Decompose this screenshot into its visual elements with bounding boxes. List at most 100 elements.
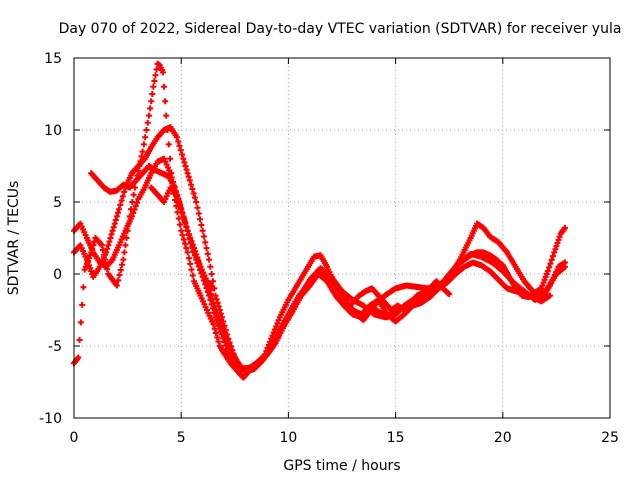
y-tick-label: 15 — [44, 51, 62, 67]
data-point — [76, 336, 83, 343]
x-axis-label: GPS time / hours — [283, 458, 400, 474]
data-point — [218, 331, 225, 338]
data-point — [152, 72, 159, 79]
data-point — [198, 222, 205, 229]
series-track-4 — [71, 155, 553, 373]
y-tick-label: -10 — [39, 411, 62, 427]
data-point — [203, 245, 210, 252]
data-point — [98, 242, 105, 249]
data-point — [75, 354, 82, 361]
data-point — [180, 214, 187, 221]
data-point — [212, 292, 219, 299]
data-point — [190, 190, 197, 197]
data-point — [210, 285, 217, 292]
data-point — [119, 261, 126, 268]
series-track-2 — [71, 124, 568, 373]
data-point — [221, 338, 228, 345]
x-tick-label: 0 — [70, 430, 79, 446]
data-point — [224, 346, 231, 353]
series-track-5 — [148, 184, 453, 313]
data-point — [556, 233, 563, 240]
data-point — [178, 227, 185, 234]
data-point — [177, 147, 184, 154]
axis-ticks: 0 5 10 15 20 25 -10 -5 0 5 10 15 — [39, 51, 619, 446]
data-point — [153, 66, 160, 73]
data-point — [191, 245, 198, 252]
data-point — [185, 255, 192, 262]
data-point — [270, 329, 277, 336]
data-point — [144, 119, 151, 126]
data-point — [179, 232, 186, 239]
data-point — [121, 188, 128, 195]
data-point — [188, 181, 195, 188]
data-point — [189, 241, 196, 248]
data-point — [561, 224, 568, 231]
data-point — [110, 224, 117, 231]
data-point — [549, 253, 556, 260]
data-point — [199, 227, 206, 234]
data-point — [204, 288, 211, 295]
x-tick-label: 5 — [177, 430, 186, 446]
data-point — [175, 215, 182, 222]
data-point — [188, 266, 195, 273]
data-point — [212, 330, 219, 337]
x-tick-label: 10 — [279, 430, 297, 446]
data-point — [185, 231, 192, 238]
data-point — [162, 98, 169, 105]
data-point — [554, 240, 561, 247]
data-point — [108, 231, 115, 238]
data-point — [159, 69, 166, 76]
data-point — [113, 282, 120, 289]
grid — [74, 58, 610, 418]
data-point — [130, 209, 137, 216]
data-point — [180, 236, 187, 243]
data-point — [210, 321, 217, 328]
data-point — [176, 142, 183, 149]
data-point — [143, 127, 150, 133]
y-tick-label: 10 — [44, 123, 62, 139]
data-point — [195, 257, 202, 264]
data-point — [122, 242, 129, 249]
data-point — [79, 301, 86, 308]
data-point — [273, 323, 280, 330]
data-point — [194, 204, 201, 211]
data-point — [196, 260, 203, 267]
data-point — [546, 292, 553, 299]
data-point — [178, 206, 185, 213]
y-tick-label: -5 — [48, 339, 62, 355]
data-point — [182, 163, 189, 169]
data-point — [173, 191, 180, 198]
data-point — [271, 326, 278, 333]
data-point — [275, 317, 282, 324]
data-point — [106, 238, 113, 245]
data-point — [203, 285, 210, 292]
data-point — [151, 78, 158, 85]
data-point — [544, 268, 551, 275]
data-point — [109, 227, 116, 234]
data-point — [170, 178, 177, 185]
data-point — [167, 170, 174, 177]
data-point — [197, 216, 204, 223]
data-point — [222, 342, 229, 349]
data-point — [209, 305, 216, 312]
data-point — [200, 233, 207, 240]
data-point — [206, 256, 213, 263]
data-point — [104, 245, 111, 252]
data-point — [212, 306, 219, 313]
data-point — [446, 291, 453, 298]
data-point — [179, 210, 186, 217]
data-point — [112, 217, 119, 223]
data-point — [77, 319, 84, 326]
data-point — [128, 213, 135, 220]
chart-title: Day 070 of 2022, Sidereal Day-to-day VTE… — [59, 21, 622, 37]
data-point — [207, 263, 214, 270]
data-point — [168, 174, 175, 181]
data-point — [148, 98, 155, 105]
y-axis-label: SDTVAR / TECUs — [6, 181, 22, 296]
data-point — [147, 105, 154, 112]
data-point — [204, 250, 211, 257]
data-point — [130, 191, 137, 198]
data-point — [149, 91, 156, 97]
data-point — [194, 254, 201, 261]
